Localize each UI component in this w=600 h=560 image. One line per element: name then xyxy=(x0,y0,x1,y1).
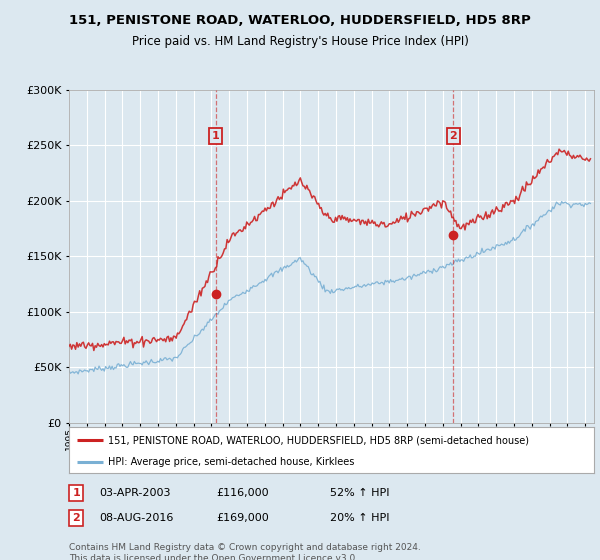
Text: 20% ↑ HPI: 20% ↑ HPI xyxy=(330,513,389,523)
Text: 151, PENISTONE ROAD, WATERLOO, HUDDERSFIELD, HD5 8RP (semi-detached house): 151, PENISTONE ROAD, WATERLOO, HUDDERSFI… xyxy=(109,435,529,445)
Text: Price paid vs. HM Land Registry's House Price Index (HPI): Price paid vs. HM Land Registry's House … xyxy=(131,35,469,48)
Text: 1: 1 xyxy=(73,488,80,498)
Text: £116,000: £116,000 xyxy=(216,488,269,498)
Text: 151, PENISTONE ROAD, WATERLOO, HUDDERSFIELD, HD5 8RP: 151, PENISTONE ROAD, WATERLOO, HUDDERSFI… xyxy=(69,14,531,27)
Text: 08-AUG-2016: 08-AUG-2016 xyxy=(99,513,173,523)
Text: 52% ↑ HPI: 52% ↑ HPI xyxy=(330,488,389,498)
Text: Contains HM Land Registry data © Crown copyright and database right 2024.
This d: Contains HM Land Registry data © Crown c… xyxy=(69,543,421,560)
Text: 2: 2 xyxy=(449,131,457,141)
Text: 1: 1 xyxy=(212,131,220,141)
Text: HPI: Average price, semi-detached house, Kirklees: HPI: Average price, semi-detached house,… xyxy=(109,457,355,466)
Text: 03-APR-2003: 03-APR-2003 xyxy=(99,488,170,498)
Text: £169,000: £169,000 xyxy=(216,513,269,523)
Text: 2: 2 xyxy=(73,513,80,523)
